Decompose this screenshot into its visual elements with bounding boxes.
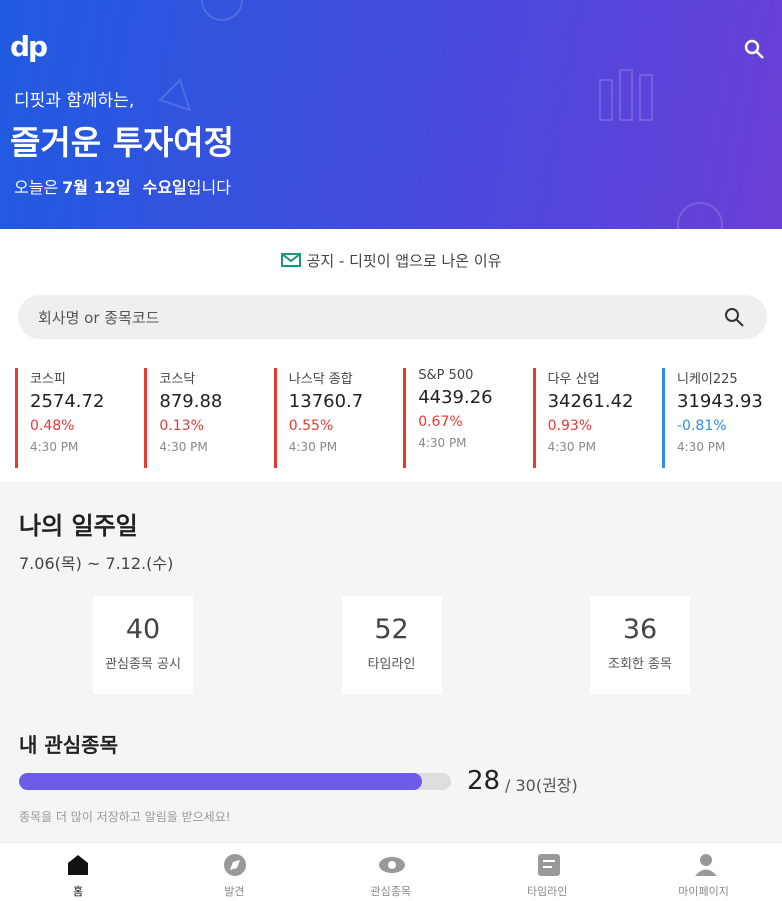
index-time: 4:30 PM — [547, 440, 596, 454]
index-value: 31943.93 — [677, 391, 763, 412]
index-value: 34261.42 — [547, 391, 634, 412]
search-icon — [725, 308, 744, 327]
watchlist-title: 내 관심종목 — [19, 733, 118, 757]
notice-text: 공지 - 디핏이 앱으로 나온 이유 — [306, 252, 502, 270]
date-line: 오늘은 7월 12일 수요일입니다 — [14, 174, 231, 198]
progress-fill — [19, 773, 423, 790]
stat-value: 36 — [622, 614, 658, 645]
mail-icon — [280, 253, 301, 267]
index-name: 나스닥 종합 — [288, 372, 353, 387]
watch-count: 28 — [467, 766, 501, 796]
nav-item[interactable]: 홈 — [72, 885, 84, 898]
index-card[interactable]: S&P 500 4439.26 0.67% 4:30 PM — [403, 368, 529, 468]
index-card[interactable]: 코스피 2574.72 0.48% 4:30 PM — [15, 368, 141, 468]
index-change: 0.55% — [288, 418, 334, 434]
title: 즐거운 투자여정 — [10, 123, 235, 162]
index-change: 0.93% — [547, 418, 593, 434]
watch-max: / 30(권장) — [505, 776, 578, 795]
index-name: 코스피 — [30, 372, 66, 387]
nav-item[interactable]: 마이페이지 — [678, 885, 729, 898]
bottom-nav: 홈 발견 관심종목 타임라인 마이페이지 — [0, 842, 782, 901]
search-icon[interactable] — [743, 38, 767, 62]
stat-value: 40 — [125, 614, 161, 645]
index-value: 2574.72 — [30, 391, 105, 412]
date-part: 입니다 — [186, 178, 231, 197]
index-time: 4:30 PM — [418, 436, 467, 450]
weekly-title: 나의 일주일 — [19, 512, 138, 540]
date-part: 수요일 — [142, 178, 187, 197]
index-time: 4:30 PM — [288, 440, 338, 454]
date-part: 오늘은 — [14, 178, 59, 197]
index-value: 879.88 — [159, 391, 223, 412]
stat-value: 52 — [374, 614, 409, 645]
search-placeholder: 회사명 or 종목코드 — [38, 309, 160, 327]
index-value: 4439.26 — [418, 387, 493, 408]
stat-box[interactable]: 36 조회한 종목 — [590, 596, 690, 694]
index-change: 0.13% — [159, 418, 204, 434]
weekly-range: 7.06(목) ~ 7.12.(수) — [19, 554, 174, 573]
index-time: 4:30 PM — [159, 440, 208, 454]
index-time: 4:30 PM — [30, 440, 79, 454]
index-name: 코스닥 — [159, 372, 196, 387]
logo[interactable]: dp — [10, 30, 48, 63]
stat-label: 관심종목 공시 — [105, 657, 181, 672]
subtitle: 디핏과 함께하는, — [14, 91, 135, 111]
notice[interactable]: 공지 - 디핏이 앱으로 나온 이유 — [0, 250, 782, 271]
progress-track — [19, 773, 451, 790]
nav-item[interactable]: 관심종목 — [370, 885, 412, 898]
nav-icons — [68, 854, 717, 876]
stat-label: 조회한 종목 — [608, 657, 672, 672]
index-card[interactable]: 코스닥 879.88 0.13% 4:30 PM — [144, 368, 270, 468]
stat-box[interactable]: 40 관심종목 공시 — [93, 596, 193, 694]
index-name: 니케이225 — [677, 372, 738, 387]
stat-box[interactable]: 52 타임라인 — [341, 596, 442, 694]
index-change: 0.48% — [30, 418, 75, 434]
index-change: 0.67% — [418, 414, 463, 430]
watch-hint: 종목을 더 많이 저장하고 알림을 받으세요! — [19, 810, 231, 824]
index-name: S&P 500 — [418, 368, 474, 383]
index-name: 다우 산업 — [547, 372, 600, 387]
index-change: -0.81% — [677, 418, 727, 434]
index-card[interactable]: 다우 산업 34261.42 0.93% 4:30 PM — [532, 368, 659, 468]
header: dp 디핏과 함께하는, 즐거운 투자여정 오늘은 7월 12일 수요일입니다 — [0, 0, 782, 229]
index-card[interactable]: 니케이225 31943.93 -0.81% 4:30 PM — [662, 368, 782, 468]
search-bar[interactable]: 회사명 or 종목코드 — [18, 295, 767, 339]
index-card[interactable]: 나스닥 종합 13760.7 0.55% 4:30 PM — [273, 368, 400, 468]
index-time: 4:30 PM — [677, 440, 726, 454]
date-part: 7월 12일 — [62, 178, 131, 197]
stat-label: 타임라인 — [367, 657, 416, 672]
header-decor — [158, 0, 723, 229]
nav-item[interactable]: 발견 — [224, 885, 245, 898]
nav-item[interactable]: 타임라인 — [526, 885, 568, 898]
index-value: 13760.7 — [288, 391, 364, 412]
